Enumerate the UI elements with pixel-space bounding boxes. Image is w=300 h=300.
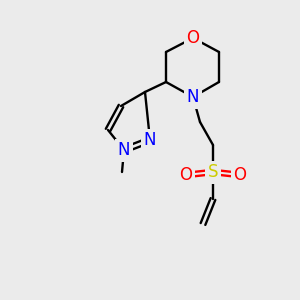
Text: N: N: [118, 141, 130, 159]
Text: S: S: [208, 163, 218, 181]
Text: N: N: [187, 88, 199, 106]
Text: O: O: [233, 166, 247, 184]
Text: O: O: [179, 166, 193, 184]
Text: N: N: [144, 131, 156, 149]
Text: O: O: [187, 29, 200, 47]
